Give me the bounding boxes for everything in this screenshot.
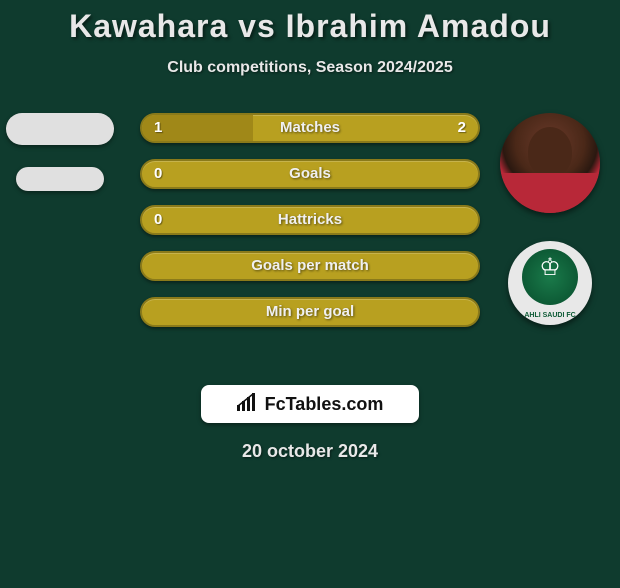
stat-rows: 1Matches2 0Goals 0Hattricks Goals per match… [140,113,480,327]
left-club-avatar [16,167,104,191]
stat-right-value: 2 [458,119,466,136]
bars-icon [237,393,259,416]
stat-row: Min per goal [140,297,480,327]
stat-row: 1Matches2 [140,113,480,143]
stat-row: Goals per match [140,251,480,281]
player-jersey [500,173,600,213]
stat-row: 0Goals [140,159,480,189]
site-badge[interactable]: FcTables.com [201,385,419,423]
right-club-avatar: ♔ AHLI SAUDI FC [508,241,592,325]
club-logo-text: AHLI SAUDI FC [508,312,592,319]
stats-area: ♔ AHLI SAUDI FC 1Matches2 0Goals 0Hattrick… [0,113,620,343]
site-name: FcTables.com [265,394,384,415]
palm-icon: ♔ [534,253,566,285]
stat-label: Goals [142,165,478,182]
player-face [528,127,572,177]
stat-label: Matches [142,119,478,136]
right-player-avatar [500,113,600,213]
left-avatars [6,113,114,191]
stat-label: Goals per match [142,257,478,274]
footer-date: 20 october 2024 [0,441,620,462]
stat-row: 0Hattricks [140,205,480,235]
left-player-avatar [6,113,114,145]
page-subtitle: Club competitions, Season 2024/2025 [0,59,620,77]
right-avatars: ♔ AHLI SAUDI FC [500,113,600,325]
stat-label: Min per goal [142,303,478,320]
page-title: Kawahara vs Ibrahim Amadou [0,8,620,45]
stat-label: Hattricks [142,211,478,228]
